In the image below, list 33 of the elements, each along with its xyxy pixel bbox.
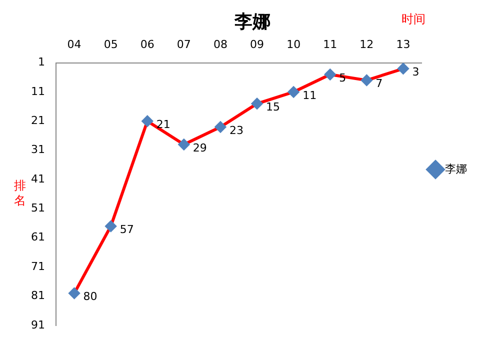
data-label: 11 xyxy=(302,88,317,102)
data-label: 21 xyxy=(156,118,170,132)
data-label: 29 xyxy=(192,141,207,154)
data-label: 80 xyxy=(83,290,98,304)
data-label: 3 xyxy=(412,65,420,78)
x-tick-label: 04 xyxy=(67,38,82,52)
y-tick-label: 11 xyxy=(30,84,45,98)
x-tick-label: 08 xyxy=(213,38,228,52)
data-label: 57 xyxy=(120,223,134,236)
x-tick-label: 09 xyxy=(250,38,264,52)
y-tick-label: 31 xyxy=(30,143,45,156)
y-tick-label: 51 xyxy=(30,202,45,215)
y-tick-label: 71 xyxy=(30,260,45,273)
y-tick-label: 91 xyxy=(30,318,45,332)
chart-title: 李娜 xyxy=(234,11,270,32)
x-tick-label: 07 xyxy=(176,38,191,52)
x-tick-label: 06 xyxy=(140,38,154,52)
y-tick-label: 81 xyxy=(30,289,45,302)
y-tick-label: 21 xyxy=(30,114,45,128)
x-tick-label: 13 xyxy=(396,38,410,52)
y-tick-label: 41 xyxy=(30,172,45,186)
x-tick-label: 12 xyxy=(360,38,374,52)
y-tick-label: 61 xyxy=(30,230,45,244)
x-axis-title: 时间 xyxy=(402,12,426,26)
y-axis-title: 排名 xyxy=(14,178,26,208)
x-tick-label: 05 xyxy=(104,38,118,52)
data-label: 15 xyxy=(266,100,280,114)
legend-label: 李娜 xyxy=(445,162,467,176)
data-label: 7 xyxy=(376,77,383,90)
x-tick-label: 10 xyxy=(286,38,301,52)
data-label: 23 xyxy=(229,124,244,137)
y-tick-label: 1 xyxy=(38,56,45,69)
x-tick-label: 11 xyxy=(323,38,338,52)
